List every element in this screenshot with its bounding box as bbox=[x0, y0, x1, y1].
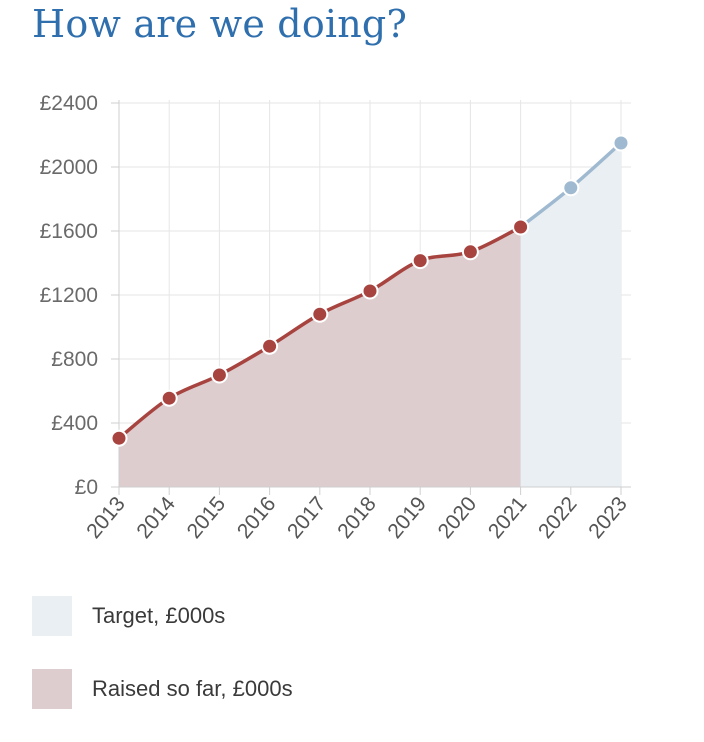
y-tick-label: £400 bbox=[51, 412, 98, 435]
data-point-raised bbox=[411, 252, 429, 270]
y-tick-label: £800 bbox=[51, 348, 98, 371]
legend-item-raised: Raised so far, £000s bbox=[32, 669, 293, 709]
data-point-raised bbox=[261, 337, 279, 355]
y-tick-label: £0 bbox=[75, 476, 98, 499]
area-fill-raised bbox=[119, 227, 521, 487]
x-tick-label: 2023 bbox=[584, 492, 632, 543]
x-tick-label: 2016 bbox=[233, 492, 281, 543]
data-point-raised bbox=[461, 243, 479, 261]
data-point-raised bbox=[311, 305, 329, 323]
area-fill-target bbox=[520, 143, 621, 487]
page-title: How are we doing? bbox=[32, 2, 408, 46]
y-tick-label: £2400 bbox=[40, 92, 98, 115]
legend: Target, £000s Raised so far, £000s bbox=[32, 596, 293, 742]
data-point-raised bbox=[361, 282, 379, 300]
x-tick-label: 2022 bbox=[534, 492, 582, 543]
y-tick-label: £2000 bbox=[40, 156, 98, 179]
legend-label-raised: Raised so far, £000s bbox=[92, 676, 293, 701]
data-points bbox=[110, 134, 630, 447]
x-tick-label: 2019 bbox=[383, 492, 431, 543]
x-tick-label: 2017 bbox=[283, 492, 331, 543]
legend-item-target: Target, £000s bbox=[32, 596, 293, 636]
x-tick-label: 2018 bbox=[333, 492, 381, 543]
data-point-raised bbox=[210, 366, 228, 384]
y-tick-label: £1200 bbox=[40, 284, 98, 307]
axes bbox=[111, 100, 631, 495]
data-point-raised bbox=[160, 389, 178, 407]
data-point-target bbox=[562, 179, 580, 197]
x-tick-label: 2021 bbox=[484, 492, 532, 543]
legend-label-target: Target, £000s bbox=[92, 603, 226, 628]
data-point-raised bbox=[110, 429, 128, 447]
y-tick-label: £1600 bbox=[40, 220, 98, 243]
legend-swatch-raised bbox=[32, 669, 72, 709]
data-point-raised bbox=[512, 218, 530, 236]
x-tick-label: 2014 bbox=[132, 492, 180, 543]
x-tick-label: 2015 bbox=[183, 492, 231, 543]
x-tick-label: 2013 bbox=[82, 492, 130, 543]
legend-swatch-target bbox=[32, 596, 72, 636]
x-tick-label: 2020 bbox=[434, 492, 482, 543]
areas bbox=[119, 143, 621, 487]
data-point-target bbox=[612, 134, 630, 152]
